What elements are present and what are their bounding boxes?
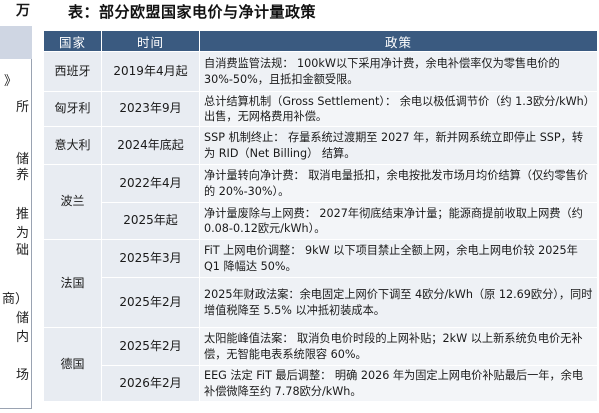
- adjacent-panel: 万 》 所 储 养 推 为 础 商） 储 内 场: [0, 0, 36, 413]
- country-cell: 意大利: [43, 126, 102, 165]
- adjacent-text-fragment: 为: [16, 226, 30, 241]
- adjacent-text-fragment: 所: [16, 100, 30, 115]
- country-cell: 匈牙利: [43, 91, 102, 127]
- policy-cell: FiT 上网电价调整： 9kW 以下项目禁止全额上网，余电上网电价较 2025年…: [199, 239, 598, 278]
- time-cell: 2025年2月: [101, 277, 200, 328]
- policy-cell: EEG 法定 FiT 最后调整： 明确 2026 年为固定上网电价补贴最后一年，…: [199, 365, 598, 402]
- time-cell: 2019年4月起: [101, 51, 200, 92]
- table-row: 2025年起 净计量废除与上网费： 2027年彻底结束净计量；能源商提前收取上网…: [44, 202, 598, 240]
- time-cell: 2026年2月: [101, 365, 200, 402]
- adjacent-text-fragment: 》: [4, 74, 18, 89]
- policy-table: 国家 时间 政策 西班牙 2019年4月起 自消费监管法规： 100kW以下采用…: [43, 30, 598, 402]
- country-cell: 波兰: [43, 164, 102, 240]
- table-row: 波兰 2022年4月 净计量转向净计费： 取消电量抵扣，余电按批发市场月均价结算…: [43, 164, 598, 240]
- time-cell: 2025年3月: [101, 239, 200, 278]
- time-cell: 2022年4月: [101, 164, 200, 203]
- header-policy: 政策: [199, 30, 598, 52]
- policy-cell: 总计结算机制（Gross Settlement）： 余电以极低调节价（约 1.3…: [199, 91, 598, 127]
- table-row: 西班牙 2019年4月起 自消费监管法规： 100kW以下采用净计费，余电补偿率…: [43, 51, 598, 92]
- table-row: 意大利 2024年底起 SSP 机制终止： 存量系统过渡期至 2027 年，新并…: [43, 126, 598, 165]
- country-cell: 德国: [43, 327, 102, 402]
- time-cell: 2024年底起: [101, 126, 200, 165]
- table-row: 德国 2025年2月 太阳能峰值法案： 取消负电价时段的上网补贴；2kW 以上新…: [43, 327, 598, 402]
- country-cell: 西班牙: [43, 51, 102, 92]
- adjacent-heading: 万: [16, 3, 30, 19]
- adjacent-text-fragment: 储: [16, 311, 30, 326]
- adjacent-text-fragment: 推: [16, 207, 30, 222]
- header-country: 国家: [43, 30, 102, 52]
- adjacent-text-fragment: 础: [16, 243, 30, 258]
- table-header-row: 国家 时间 政策: [43, 30, 598, 52]
- time-cell: 2025年起: [101, 202, 200, 240]
- policy-cell: 净计量转向净计费： 取消电量抵扣，余电按批发市场月均价结算（仅约零售价的 20%…: [199, 164, 598, 203]
- table-row: 匈牙利 2023年9月 总计结算机制（Gross Settlement）： 余电…: [43, 91, 598, 127]
- adjacent-box: [0, 59, 32, 409]
- adjacent-header-bar: [0, 26, 32, 59]
- time-cell: 2023年9月: [101, 91, 200, 127]
- policy-cell: 自消费监管法规： 100kW以下采用净计费，余电补偿率仅为零售电价的 30%-5…: [199, 51, 598, 92]
- header-time: 时间: [101, 30, 200, 52]
- country-cell: 法国: [43, 239, 102, 328]
- table-row: 2026年2月 EEG 法定 FiT 最后调整： 明确 2026 年为固定上网电…: [44, 365, 598, 402]
- policy-cell: 2025年财政法案：余电固定上网价下调至 4欧分/kWh（原 12.69欧分），…: [199, 277, 598, 328]
- adjacent-text-fragment: 内: [16, 330, 30, 345]
- policy-cell: 太阳能峰值法案： 取消负电价时段的上网补贴；2kW 以上新系统负电价无补偿，无智…: [199, 327, 598, 366]
- policy-cell: SSP 机制终止： 存量系统过渡期至 2027 年，新并网系统立即停止 SSP，…: [199, 126, 598, 165]
- time-cell: 2025年2月: [101, 327, 200, 366]
- table-row: 法国 2025年3月 FiT 上网电价调整： 9kW 以下项目禁止全额上网，余电…: [43, 239, 598, 328]
- adjacent-text-fragment: 养: [16, 168, 30, 183]
- table-row: 2025年2月 2025年财政法案：余电固定上网价下调至 4欧分/kWh（原 1…: [44, 277, 598, 328]
- policy-cell: 净计量废除与上网费： 2027年彻底结束净计量；能源商提前收取上网费（约 0.0…: [199, 202, 598, 240]
- adjacent-text-fragment: 储: [16, 152, 30, 167]
- adjacent-text-fragment: 商）: [2, 292, 29, 307]
- table-title: 表：部分欧盟国家电价与净计量政策: [68, 3, 317, 21]
- adjacent-text-fragment: 场: [16, 368, 30, 383]
